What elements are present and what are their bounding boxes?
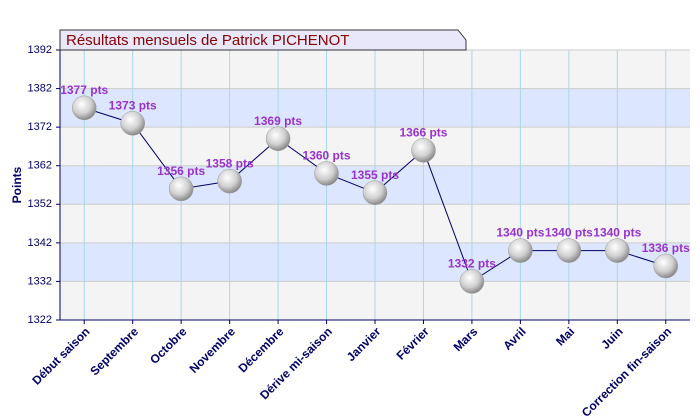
y-tick-label: 1352 <box>28 198 52 210</box>
value-label: 1366 pts <box>399 125 447 139</box>
value-label: 1358 pts <box>206 156 254 170</box>
x-tick-label: Mars <box>451 324 481 354</box>
x-tick-label: Février <box>394 324 432 362</box>
y-tick-label: 1392 <box>28 44 52 56</box>
title-box <box>59 29 467 51</box>
marker <box>605 238 630 263</box>
x-tick-label: Avril <box>500 324 528 352</box>
value-label: 1373 pts <box>109 98 157 112</box>
value-label: 1369 pts <box>254 114 302 128</box>
y-tick-label: 1362 <box>28 160 52 172</box>
y-tick-label: 1382 <box>28 82 52 94</box>
marker <box>120 111 145 136</box>
plot-area: 1322 1332 1342 1352 1362 1372 1382 1392 Début sa… <box>28 44 691 420</box>
x-tick-label: Janvier <box>344 324 384 364</box>
y-tick-label: 1342 <box>28 237 52 249</box>
marker <box>411 138 436 163</box>
marker <box>168 176 194 202</box>
chart-title: Résultats mensuels de Patrick PICHENOT <box>66 32 349 49</box>
y-tick-label: 1372 <box>28 121 52 133</box>
marker <box>556 238 582 263</box>
value-label: 1355 pts <box>351 168 399 182</box>
marker <box>314 161 339 186</box>
value-label: 1332 pts <box>448 257 496 271</box>
value-label: 1356 pts <box>157 164 205 178</box>
marker <box>459 269 485 294</box>
marker <box>362 180 388 205</box>
value-label: 1336 pts <box>642 241 690 255</box>
value-label: 1340 pts <box>496 226 544 240</box>
x-tick-label: Mai <box>553 324 577 348</box>
marker <box>508 238 533 263</box>
value-label: 1360 pts <box>303 149 351 163</box>
y-axis-label: Points <box>10 166 24 203</box>
x-tick-label: Octobre <box>147 324 190 367</box>
marker <box>265 126 291 151</box>
x-tick-label: Décembre <box>236 324 287 375</box>
value-label: 1340 pts <box>545 226 593 240</box>
value-label: 1377 pts <box>60 83 108 97</box>
x-tick-label: Novembre <box>187 324 239 376</box>
y-tick-label: 1332 <box>28 275 52 287</box>
x-tick-label: Juin <box>598 324 625 351</box>
x-tick-label: Début saison <box>29 324 92 387</box>
x-tick-label: Correction fin-saison <box>579 324 674 419</box>
marker <box>71 95 97 121</box>
x-tick-label: Septembre <box>87 324 141 378</box>
marker <box>217 168 242 194</box>
value-label: 1340 pts <box>593 226 641 240</box>
marker <box>653 253 679 279</box>
y-tick-label: 1322 <box>28 314 52 326</box>
